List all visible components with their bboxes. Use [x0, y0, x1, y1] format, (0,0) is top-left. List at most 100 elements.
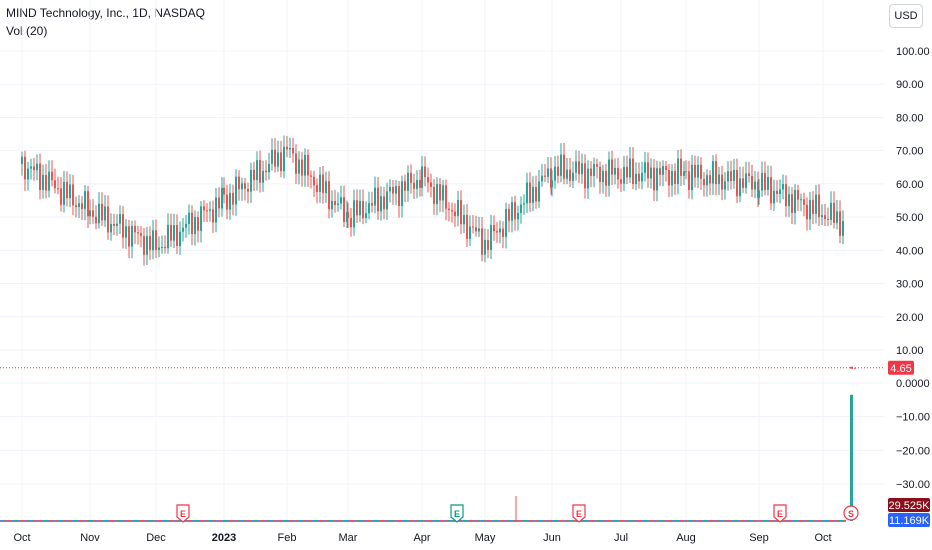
candle-body [794, 190, 796, 213]
volume-bar [463, 520, 465, 521]
volume-bar [805, 520, 807, 521]
candle-body [295, 153, 297, 174]
candle-body [113, 223, 115, 226]
volume-bar [85, 520, 87, 521]
volume-bar [82, 520, 84, 521]
volume-bar [499, 520, 501, 521]
event-label: S [848, 509, 854, 519]
volume-bar [349, 520, 351, 521]
candle-body [685, 171, 687, 173]
candle-body [776, 190, 778, 195]
last-price-badge [888, 360, 914, 375]
volume-bar [775, 520, 777, 521]
split-marker[interactable]: S [843, 505, 859, 521]
candle-body [706, 175, 708, 186]
volume-bar [487, 520, 489, 521]
volume-bar [208, 520, 210, 521]
volume-indicator-label[interactable]: Vol (20) [6, 24, 48, 38]
candle-body [694, 164, 696, 178]
volume-bar [40, 520, 42, 521]
volume-bar [67, 520, 69, 521]
volume-bar [757, 520, 759, 521]
x-axis-label: Feb [278, 532, 297, 544]
volume-bar [193, 520, 195, 521]
price-tick-label: 60.00 [896, 179, 924, 191]
earnings-marker[interactable]: E [450, 504, 464, 523]
x-axis-label: Jun [543, 532, 561, 544]
volume-bar [370, 520, 372, 521]
candle-body [191, 212, 193, 235]
volume-bar [796, 520, 798, 521]
candle-body [292, 147, 294, 154]
candle-body [806, 204, 808, 220]
x-axis-label: Jul [614, 532, 628, 544]
candle-body [87, 191, 89, 217]
candle-body [487, 239, 489, 250]
volume-bar [319, 520, 321, 521]
volume-bar [544, 520, 546, 521]
x-axis-label: Oct [814, 532, 831, 544]
candle-body [289, 147, 291, 150]
volume-bar [322, 520, 324, 521]
volume-bar [337, 520, 339, 521]
candle-body [761, 173, 763, 191]
candle-body [170, 224, 172, 241]
currency-button[interactable]: USD [889, 4, 923, 28]
volume-bar [727, 520, 729, 521]
volume-bar [739, 520, 741, 521]
candle-body [460, 200, 462, 225]
candle-body [146, 236, 148, 255]
candle-body [427, 177, 429, 183]
event-label: E [180, 509, 186, 519]
candle-body [596, 164, 598, 167]
volume-bar [553, 520, 555, 521]
candle-body [739, 178, 741, 197]
candle-body [662, 166, 664, 175]
candle-body [110, 223, 112, 233]
candle-body [484, 239, 486, 255]
volume-bar [127, 520, 129, 521]
volume-bar [646, 520, 648, 521]
candle-body [581, 163, 583, 175]
candle-body [410, 172, 412, 183]
volume-bar [832, 520, 834, 521]
volume-bar [34, 520, 36, 521]
volume-bar [223, 520, 225, 521]
volume-bar [313, 520, 315, 521]
candle-body [218, 197, 220, 209]
candle-body [566, 169, 568, 179]
volume-bar [532, 520, 534, 521]
candle-body [754, 181, 756, 190]
earnings-marker[interactable]: E [176, 504, 190, 523]
volume-bar [304, 520, 306, 521]
volume-bar [754, 520, 756, 521]
candle-body [101, 203, 103, 221]
candle-body [337, 203, 339, 206]
candle-body [551, 180, 553, 188]
volume-bar [289, 520, 291, 521]
volume-bar [769, 520, 771, 521]
volume-bar [700, 520, 702, 521]
volume-bar [271, 520, 273, 521]
volume-bar [547, 520, 549, 521]
volume-bar [109, 520, 111, 521]
candle-body [424, 166, 426, 178]
earnings-marker[interactable]: E [773, 504, 787, 523]
candle-body [532, 186, 534, 203]
candle-body [359, 200, 361, 216]
candle-body [182, 227, 184, 232]
volume-bar [766, 520, 768, 521]
earnings-marker[interactable]: E [572, 504, 586, 523]
candle-body [247, 188, 249, 192]
volume-bar [280, 520, 282, 521]
volume-bar [697, 520, 699, 521]
volume-bar [199, 520, 201, 521]
volume-bar [427, 520, 429, 521]
volume-bar [169, 520, 171, 521]
volume-bar [763, 520, 765, 521]
candle-body [797, 190, 799, 200]
volume-bar [661, 520, 663, 521]
volume-bar [784, 520, 786, 521]
volume-bar [721, 520, 723, 521]
